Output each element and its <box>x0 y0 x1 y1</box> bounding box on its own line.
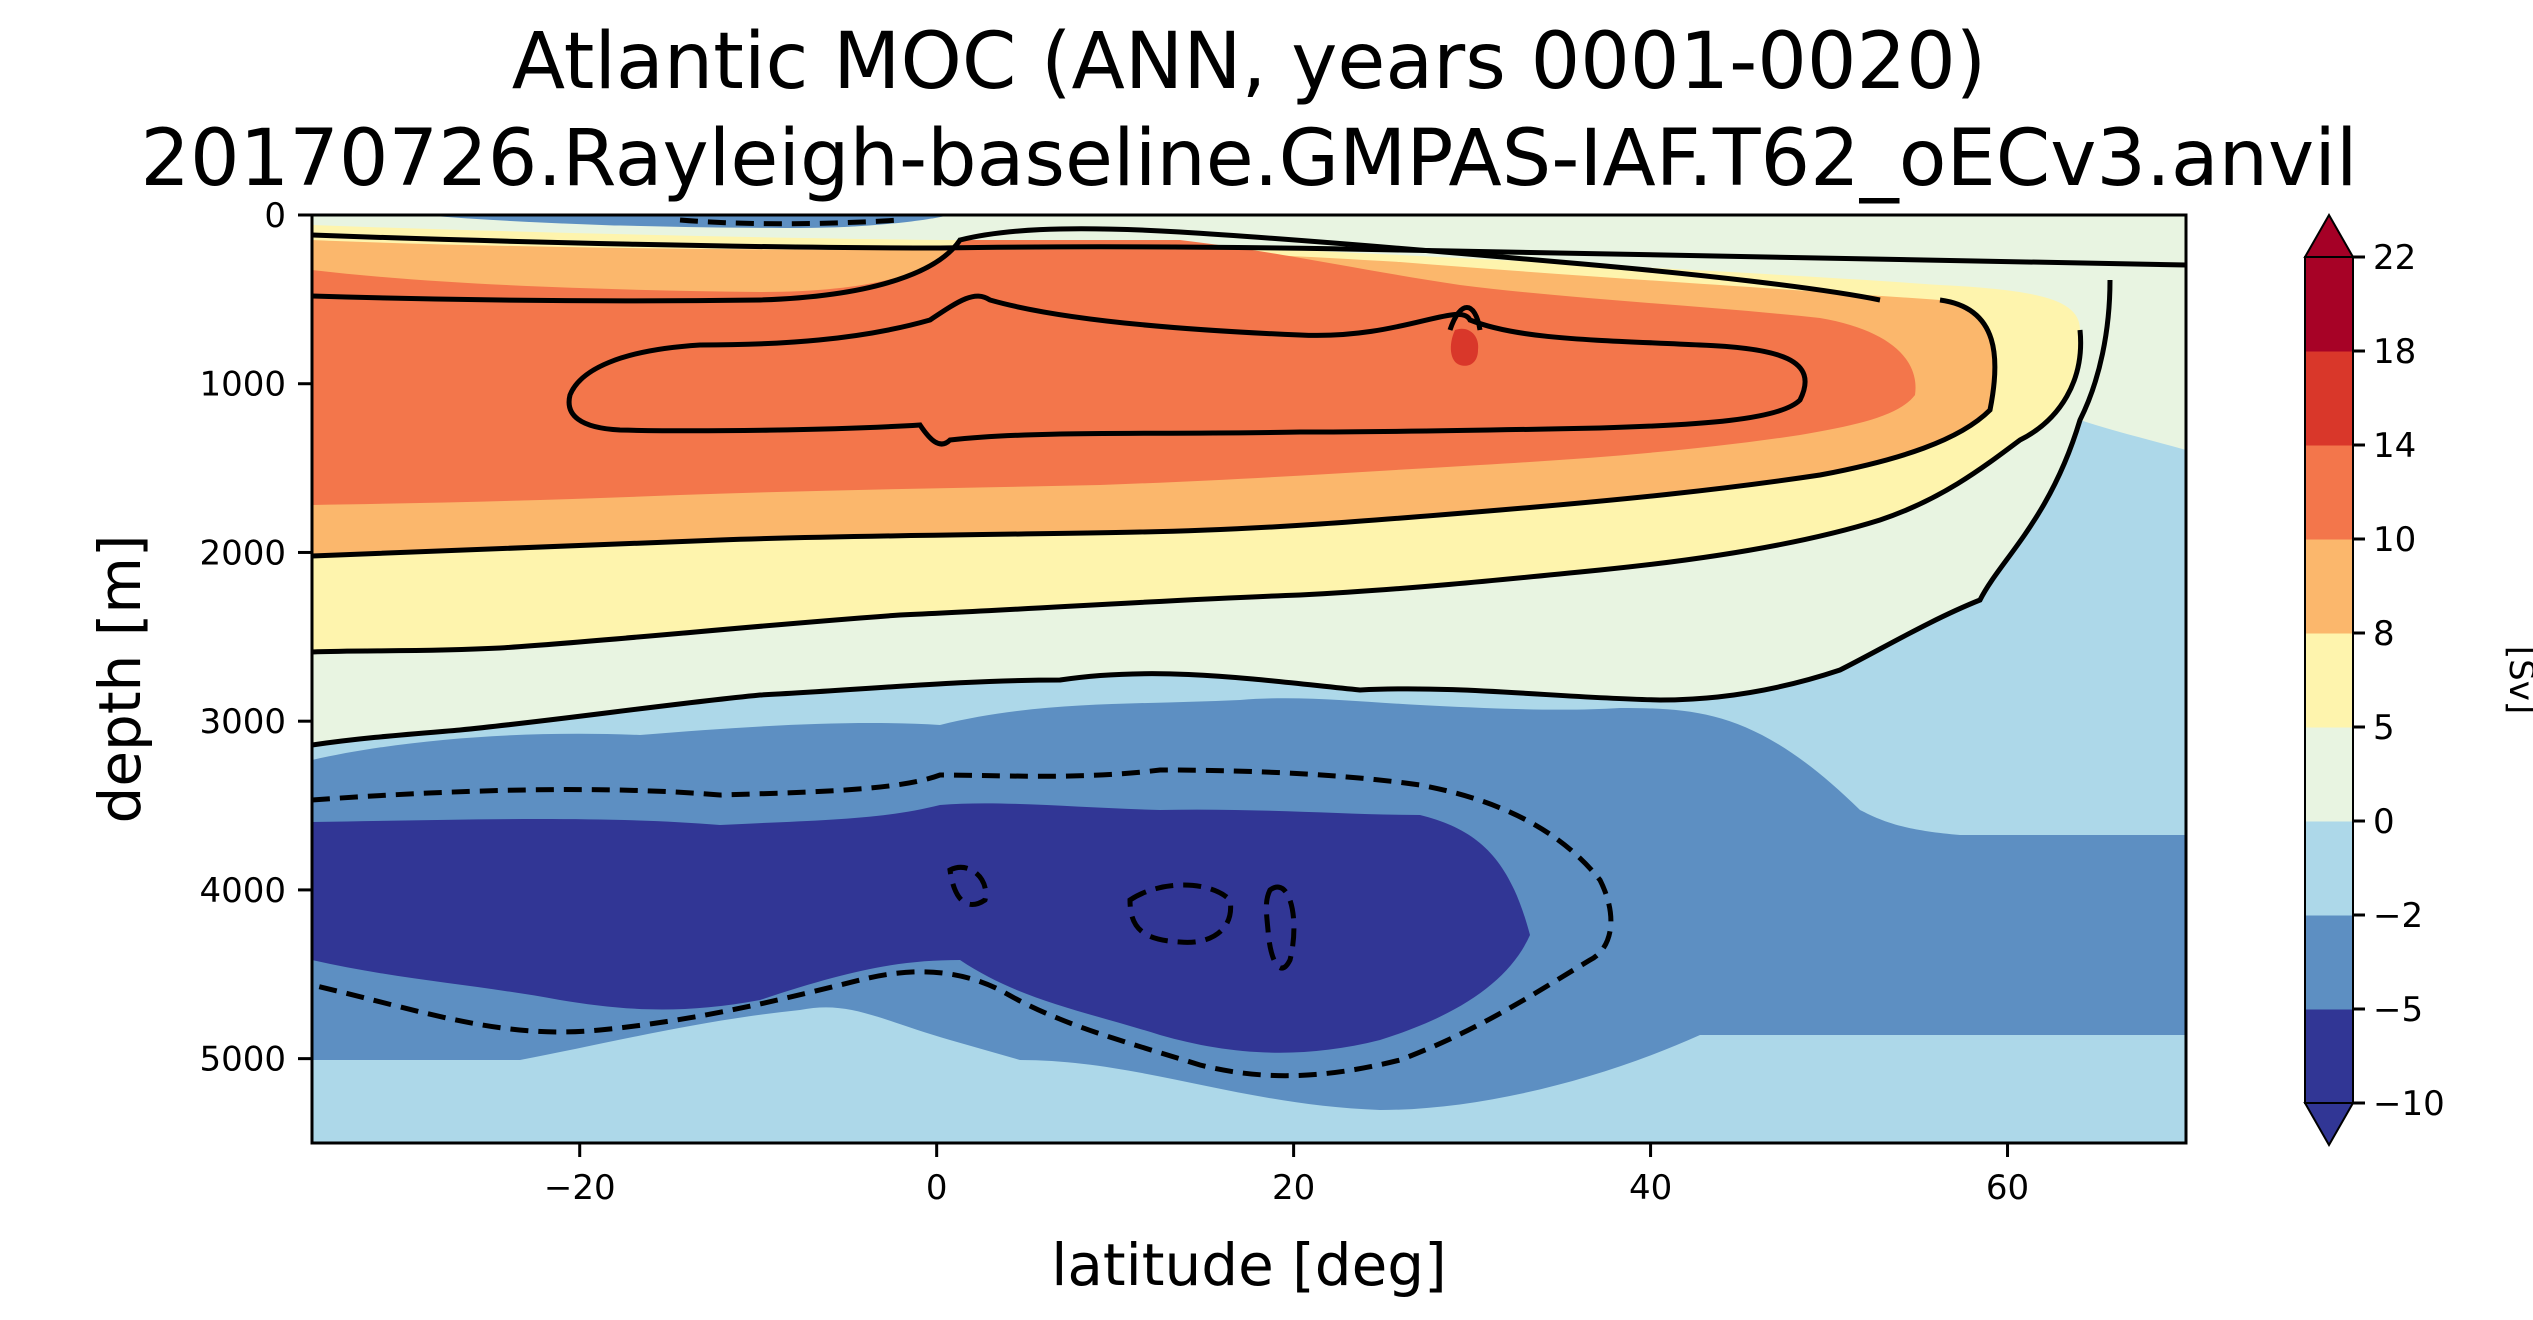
colorbar-tick-label: 22 <box>2373 238 2416 278</box>
y-tick-label: 2000 <box>199 533 286 573</box>
colorbar-extend-high <box>2303 212 2355 258</box>
colorbar-tick-label: 14 <box>2373 426 2416 466</box>
colorbar-segment <box>2305 351 2353 446</box>
contour-line-18 <box>1447 305 1483 331</box>
contour-line-minus-10-b <box>1127 882 1234 945</box>
y-tick-label: 3000 <box>199 702 286 742</box>
colorbar-segment <box>2305 1009 2353 1104</box>
y-tick-label: 1000 <box>199 365 286 405</box>
dashed-contour-lines <box>312 217 1614 1079</box>
axes-frame <box>310 213 2188 1145</box>
contour-line-minus-10-c <box>1263 884 1297 971</box>
contour-line-5 <box>312 329 2084 655</box>
x-tick-label: −20 <box>544 1168 616 1208</box>
contour-fill-band--10--5 <box>312 803 1530 1053</box>
contour-line-14 <box>566 293 1808 447</box>
colorbar-tick-label: 5 <box>2373 708 2395 748</box>
x-tick-label: 0 <box>926 1168 948 1208</box>
y-tick-label: 5000 <box>199 1040 286 1080</box>
contour-line-minus-10-a <box>947 864 989 907</box>
colorbar-segment <box>2305 257 2353 352</box>
colorbar-segment <box>2305 445 2353 540</box>
x-tick-label: 40 <box>1629 1168 1672 1208</box>
contour-lines <box>312 226 2186 748</box>
y-tick-label: 0 <box>264 196 286 236</box>
y-axis-ticks: 0 1000 2000 3000 4000 5000 <box>199 196 312 1080</box>
y-tick-label: 4000 <box>199 871 286 911</box>
contour-line-8 <box>312 297 1998 559</box>
colorbar-segment <box>2305 633 2353 728</box>
contour-fill-band-14-18 <box>1450 328 1479 366</box>
colorbar: −10 −5 −2 0 5 8 10 14 18 22 <box>2303 212 2445 1148</box>
colorbar-extend-low <box>2303 1102 2355 1148</box>
chart-title: Atlantic MOC (ANN, years 0001-0020) <box>512 17 1986 107</box>
y-axis-label: depth [m] <box>86 534 154 823</box>
colorbar-tick-label: −5 <box>2373 990 2423 1030</box>
x-axis-ticks: −20 0 20 40 60 <box>544 1143 2029 1208</box>
x-tick-label: 20 <box>1272 1168 1315 1208</box>
colorbar-segment <box>2305 915 2353 1010</box>
chart-subtitle: 20170726.Rayleigh-baseline.GMPAS-IAF.T62… <box>140 114 2357 204</box>
colorbar-segment <box>2305 539 2353 634</box>
colorbar-tick-label: −2 <box>2373 896 2423 936</box>
contour-line-surface <box>312 232 2186 268</box>
colorbar-tick-label: 0 <box>2373 802 2395 842</box>
plot-area <box>312 215 2186 1143</box>
x-tick-label: 60 <box>1986 1168 2029 1208</box>
contour-line-0 <box>312 279 2113 748</box>
colorbar-tick-label: 18 <box>2373 332 2416 372</box>
x-axis-label: latitude [deg] <box>1051 1231 1447 1299</box>
colorbar-unit-label: [Sv] <box>2501 646 2533 714</box>
colorbar-segment <box>2305 727 2353 822</box>
colorbar-tick-label: 8 <box>2373 614 2395 654</box>
colorbar-tick-label: 10 <box>2373 520 2416 560</box>
colorbar-frame <box>2304 256 2354 1104</box>
contour-line-minus-5 <box>312 767 1614 1079</box>
colorbar-segment <box>2305 821 2353 916</box>
colorbar-tick-label: −10 <box>2373 1084 2445 1124</box>
contour-fill-band-10-14 <box>312 240 1916 505</box>
contour-line-10 <box>312 226 1881 304</box>
